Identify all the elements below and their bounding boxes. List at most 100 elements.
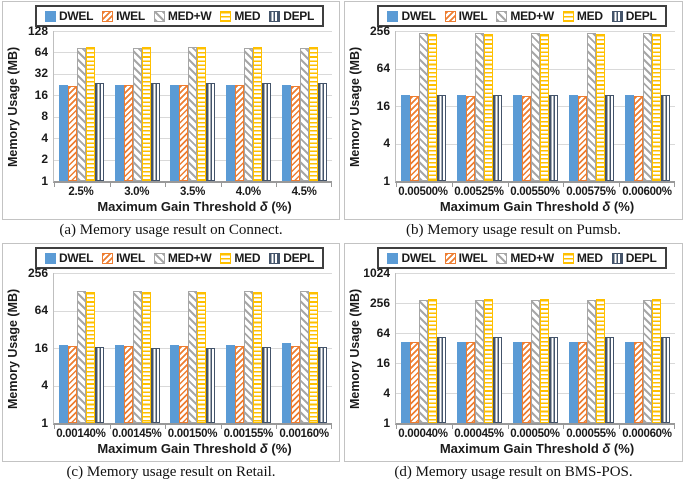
legend-label: MED+W xyxy=(510,251,554,265)
bar-iwel xyxy=(290,86,300,181)
bar-iwel xyxy=(235,346,245,423)
x-tick-label: 0.00550% xyxy=(510,186,560,198)
bar-med xyxy=(428,34,438,181)
bar-dwel xyxy=(457,95,467,181)
x-axis-title-text: Maximum Gain Threshold xyxy=(97,199,260,214)
gridline xyxy=(54,273,332,274)
bar-medplusw xyxy=(642,33,652,181)
legend-swatch-iwel-icon xyxy=(444,252,456,264)
bar-group xyxy=(563,273,619,423)
bar-depl xyxy=(317,347,327,423)
x-axis-tick-mark xyxy=(563,425,565,429)
chart-panel: DWEL IWEL MED+W MED DEPL Memory Usage (MB) 1 4 1… xyxy=(344,243,683,462)
bar-med xyxy=(253,47,263,181)
chart-quadrant-pumsb: DWEL IWEL MED+W MED DEPL Memory Usage (MB) 1 4 1… xyxy=(342,0,685,242)
y-tick-label: 64 xyxy=(34,303,48,317)
legend-item-med: MED xyxy=(220,251,261,265)
x-axis-title-unit: (%) xyxy=(610,441,635,456)
bar-depl xyxy=(206,348,216,423)
legend-swatch-dwel-icon xyxy=(387,252,399,264)
legend-swatch-med-icon xyxy=(562,252,574,264)
bar-dwel xyxy=(59,85,69,181)
legend-label: MED xyxy=(234,9,261,23)
legend-item-med: MED xyxy=(562,9,603,23)
bar-dwel xyxy=(59,345,69,423)
legend-item-depl: DEPL xyxy=(269,251,314,265)
legend-label: IWEL xyxy=(458,251,488,265)
x-tick-label: 0.00150% xyxy=(167,428,218,440)
bar-medplusw xyxy=(475,33,485,181)
y-axis-title: Memory Usage (MB) xyxy=(6,288,20,410)
x-tick-label: 0.00500% xyxy=(398,186,448,198)
y-tick-label: 1024 xyxy=(363,265,390,280)
legend: DWEL IWEL MED+W MED DEPL xyxy=(377,247,667,269)
x-axis-tick-mark xyxy=(563,183,565,187)
bar-medplusw xyxy=(244,291,254,423)
chart-quadrant-retail: DWEL IWEL MED+W MED DEPL Memory Usage (MB) 1 4 1… xyxy=(0,242,342,484)
bar-iwel xyxy=(521,96,531,181)
bar-iwel xyxy=(179,346,189,423)
bar-medplusw xyxy=(77,291,87,423)
bar-medplusw xyxy=(530,300,540,423)
y-tick-label: 128 xyxy=(27,23,48,38)
delta-symbol: δ xyxy=(602,441,611,456)
bar-med xyxy=(253,292,263,423)
bar-groups xyxy=(54,273,332,423)
bar-med xyxy=(86,47,96,181)
bar-depl xyxy=(660,337,670,423)
x-axis-title-text: Maximum Gain Threshold xyxy=(439,199,603,214)
y-tick-label: 2 xyxy=(41,152,48,167)
bar-groups xyxy=(54,31,332,181)
x-axis-tick-mark xyxy=(276,425,278,429)
legend-label: MED xyxy=(234,251,261,265)
y-tick-label: 64 xyxy=(376,61,390,75)
legend-swatch-med+w-icon xyxy=(153,10,165,22)
bar-med xyxy=(141,47,151,181)
x-tick-label: 0.00160% xyxy=(279,428,329,440)
y-tick-label: 4 xyxy=(383,136,390,150)
legend-item-iwel: IWEL xyxy=(444,9,488,23)
legend-label: DWEL xyxy=(58,251,94,265)
legend-item-med+w: MED+W xyxy=(496,9,554,23)
y-axis-title: Memory Usage (MB) xyxy=(348,288,362,410)
y-tick-label: 1 xyxy=(41,173,48,188)
bar-iwel xyxy=(633,342,643,423)
bar-group xyxy=(396,31,452,181)
legend-item-iwel: IWEL xyxy=(444,251,488,265)
bar-medplusw xyxy=(586,33,596,181)
y-tick-label: 8 xyxy=(41,109,48,124)
bar-group xyxy=(165,273,221,423)
bar-dwel xyxy=(170,85,180,181)
gridline xyxy=(396,273,675,274)
bar-group xyxy=(452,273,508,423)
y-tick-label: 4 xyxy=(41,378,48,392)
y-tick-label: 1 xyxy=(383,415,390,430)
legend: DWEL IWEL MED+W MED DEPL xyxy=(34,247,325,269)
delta-symbol: δ xyxy=(259,441,268,456)
legend-item-med+w: MED+W xyxy=(153,251,212,265)
x-axis-tick-mark xyxy=(165,425,167,429)
legend-item-med: MED xyxy=(220,9,261,23)
chart-panel: DWEL IWEL MED+W MED DEPL Memory Usage (MB) 1 2 4… xyxy=(2,1,340,220)
x-axis-tick-mark xyxy=(451,183,453,187)
x-axis-tick-mark xyxy=(109,183,111,187)
bar-medplusw xyxy=(586,300,596,423)
bar-depl xyxy=(262,83,272,181)
plot-area xyxy=(53,31,332,187)
bar-depl xyxy=(548,337,558,423)
bar-group xyxy=(165,31,221,181)
bar-medplusw xyxy=(475,300,485,423)
legend-swatch-med-icon xyxy=(562,10,574,22)
bar-depl xyxy=(95,83,105,181)
legend-label: MED+W xyxy=(167,9,212,23)
legend-swatch-depl-icon xyxy=(611,10,623,22)
bar-dwel xyxy=(568,95,578,181)
legend-swatch-med+w-icon xyxy=(496,252,508,264)
bar-dwel xyxy=(401,95,411,181)
bar-med xyxy=(197,292,207,423)
y-axis-tick-labels: 1 4 16 64 256 1024 xyxy=(363,266,395,429)
x-tick-label: 0.00040% xyxy=(398,428,448,440)
x-tick-label: 0.00055% xyxy=(566,428,616,440)
y-tick-label: 256 xyxy=(369,23,390,38)
legend-swatch-med-icon xyxy=(220,10,232,22)
